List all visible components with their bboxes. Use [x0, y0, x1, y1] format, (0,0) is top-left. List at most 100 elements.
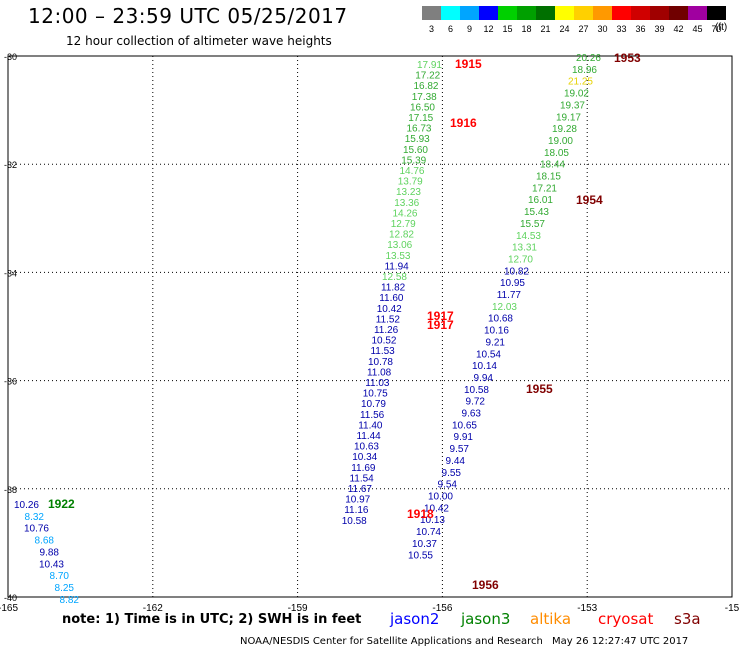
wave-height-value: 18.96 — [572, 65, 597, 76]
wave-height-value: 10.78 — [368, 357, 393, 368]
lon-tick-label: -159 — [288, 603, 308, 614]
wave-height-value: 9.54 — [438, 480, 458, 491]
legend-swatch — [555, 6, 574, 20]
legend-tick-label: 33 — [616, 24, 626, 34]
wave-height-value: 11.03 — [365, 378, 390, 389]
wave-height-value: 8.32 — [25, 512, 45, 523]
wave-height-value: 8.25 — [55, 583, 75, 594]
wave-height-value: 21.25 — [568, 77, 593, 88]
wave-height-value: 11.67 — [348, 484, 373, 495]
pass-time-label: 1915 — [455, 57, 482, 71]
legend-swatch — [574, 6, 593, 20]
pass-time-label: 1916 — [450, 116, 477, 130]
wave-height-value: 11.40 — [358, 420, 383, 431]
legend-swatch — [688, 6, 707, 20]
wave-height-value: 17.38 — [412, 92, 437, 103]
lon-tick-label: -156 — [432, 603, 452, 614]
wave-height-value: 19.37 — [560, 100, 585, 111]
wave-height-value: 16.73 — [406, 124, 431, 135]
lon-tick-label: -153 — [577, 603, 597, 614]
wave-height-value: 10.58 — [342, 516, 367, 527]
pass-time-label: 1953 — [614, 51, 641, 65]
legend-tick-label: 36 — [635, 24, 645, 34]
wave-height-value: 13.36 — [394, 198, 419, 209]
legend-swatch — [650, 6, 669, 20]
wave-height-value: 10.13 — [420, 515, 445, 526]
wave-height-value: 13.06 — [387, 240, 412, 251]
lon-tick-label: -15 — [725, 603, 740, 614]
legend-swatch — [460, 6, 479, 20]
wave-height-value: 9.94 — [474, 373, 494, 384]
wave-height-value: 20.26 — [576, 53, 601, 64]
pass-time-label: 1954 — [576, 193, 603, 207]
wave-height-value: 11.53 — [370, 346, 395, 357]
wave-height-value: 9.57 — [450, 444, 470, 455]
wave-height-value: 10.63 — [354, 442, 379, 453]
wave-height-value: 10.58 — [464, 385, 489, 396]
wave-height-value: 16.50 — [410, 102, 435, 113]
wave-height-value: 10.16 — [484, 326, 509, 337]
wave-height-value: 11.82 — [381, 283, 406, 294]
legend-swatch — [612, 6, 631, 20]
wave-height-value: 18.44 — [540, 160, 565, 171]
footer-note: note: 1) Time is in UTC; 2) SWH is in fe… — [62, 612, 362, 627]
wave-height-value: 11.26 — [374, 325, 399, 336]
legend-unit: (ft) — [715, 22, 728, 33]
pass-time-label: 1918 — [407, 507, 434, 521]
wave-height-value: 11.60 — [379, 293, 404, 304]
wave-height-value: 10.68 — [488, 314, 513, 325]
wave-height-value: 14.76 — [399, 166, 424, 177]
wave-height-value: 15.43 — [524, 207, 549, 218]
wave-height-value: 10.14 — [472, 361, 497, 372]
legend-swatch — [536, 6, 555, 20]
wave-height-value: 15.57 — [520, 219, 545, 230]
wave-height-value: 17.22 — [415, 71, 440, 82]
wave-height-value: 17.15 — [408, 113, 433, 124]
legend-tick-label: 9 — [467, 24, 472, 34]
lat-tick-label: -40 — [4, 593, 17, 603]
wave-height-value: 13.31 — [512, 243, 537, 254]
legend-tick-label: 15 — [502, 24, 512, 34]
wave-height-value: 10.43 — [39, 559, 64, 570]
wave-height-value: 10.65 — [452, 420, 477, 431]
wave-height-value: 15.39 — [401, 155, 426, 166]
wave-height-value: 15.93 — [405, 134, 430, 145]
lat-tick-label: -36 — [4, 377, 17, 387]
wave-height-value: 12.82 — [389, 230, 414, 241]
wave-height-value: 8.68 — [35, 536, 55, 547]
wave-height-value: 9.72 — [466, 397, 486, 408]
wave-height-value: 11.94 — [384, 261, 409, 272]
wave-height-value: 11.56 — [360, 410, 385, 421]
legend-swatch — [593, 6, 612, 20]
wave-height-value: 19.00 — [548, 136, 573, 147]
wave-height-value: 13.23 — [396, 187, 421, 198]
wave-height-value: 9.63 — [462, 409, 482, 420]
wave-height-value: 19.02 — [564, 89, 589, 100]
wave-height-value: 17.91 — [417, 60, 442, 71]
wave-height-value: 11.69 — [351, 463, 376, 474]
wave-height-value: 18.05 — [544, 148, 569, 159]
wave-height-value: 9.88 — [40, 547, 60, 558]
legend-tick-label: 30 — [597, 24, 607, 34]
wave-height-value: 11.44 — [356, 431, 381, 442]
wave-height-value: 10.75 — [363, 389, 388, 400]
wave-height-value: 10.95 — [500, 278, 525, 289]
legend-tick-label: 70 — [711, 24, 721, 34]
legend-tick-label: 3 — [429, 24, 434, 34]
wave-height-value: 12.79 — [391, 219, 416, 230]
wave-height-value: 9.44 — [446, 456, 466, 467]
wave-height-value: 10.26 — [14, 500, 39, 511]
wave-height-value: 9.91 — [454, 432, 474, 443]
wave-height-value: 10.54 — [476, 349, 501, 360]
wave-height-value: 13.79 — [398, 177, 423, 188]
wave-height-value: 10.34 — [352, 452, 377, 463]
pass-time-label: 1917 — [427, 309, 454, 323]
legend-tick-label: 21 — [540, 24, 550, 34]
lat-tick-label: -30 — [4, 52, 17, 62]
wave-height-value: 8.82 — [60, 595, 80, 606]
legend-tick-label: 45 — [692, 24, 702, 34]
legend-swatch — [479, 6, 498, 20]
legend-tick-label: 6 — [448, 24, 453, 34]
